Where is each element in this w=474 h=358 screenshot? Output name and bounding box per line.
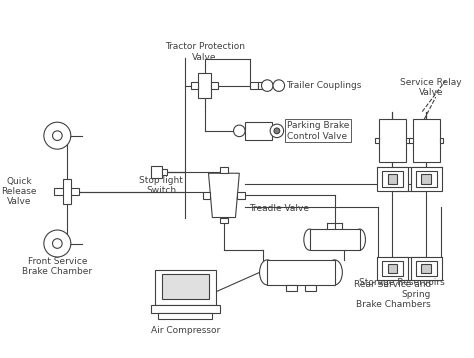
Bar [310,229,360,250]
Bar [409,137,413,143]
Bar [388,264,397,274]
Bar [237,192,245,199]
Bar [55,188,80,195]
Text: Storage Reservoirs: Storage Reservoirs [359,277,445,286]
Bar [375,137,379,143]
Circle shape [270,124,283,137]
Bar [151,166,162,178]
Text: Treadle Valve: Treadle Valve [249,204,309,213]
Bar [413,119,439,162]
Bar [285,285,297,291]
Bar [410,257,441,280]
Bar [250,82,257,90]
Circle shape [53,131,62,140]
Text: Air Compressor: Air Compressor [151,326,220,335]
Bar [245,122,272,140]
Bar [211,82,218,90]
Ellipse shape [354,229,365,250]
Text: Trailer Couplings: Trailer Couplings [286,81,362,90]
Bar [377,168,408,190]
Text: Front Service
Brake Chamber: Front Service Brake Chamber [22,257,92,276]
Bar [379,119,406,162]
Circle shape [262,80,273,91]
Bar [421,264,431,274]
Bar [439,137,444,143]
Text: Rear Service and
Spring
Brake Chambers: Rear Service and Spring Brake Chambers [354,280,431,309]
Bar [416,171,437,187]
Bar [155,271,216,305]
Bar [305,285,316,291]
Bar [377,257,408,280]
Text: Tractor Protection
Valve: Tractor Protection Valve [164,42,245,62]
Circle shape [274,128,280,134]
Bar [63,179,71,204]
Bar [203,192,210,199]
Bar [267,260,335,285]
Ellipse shape [304,229,315,250]
Text: Service Relay
Valve: Service Relay Valve [400,78,462,97]
Text: Parking Brake
Control Valve: Parking Brake Control Valve [286,121,349,141]
Bar [220,218,228,223]
Text: Stop light
Switch: Stop light Switch [139,176,183,195]
Circle shape [44,230,71,257]
Bar [257,82,265,90]
Ellipse shape [260,260,275,285]
Ellipse shape [327,260,342,285]
Bar [410,168,441,190]
Bar [416,261,437,276]
Text: Quick
Release
Valve: Quick Release Valve [1,176,36,207]
Circle shape [44,122,71,149]
Bar [382,171,403,187]
Bar [388,174,397,184]
Bar [162,169,167,175]
Circle shape [273,80,284,91]
Bar [220,168,228,173]
Bar [198,73,211,98]
Circle shape [53,239,62,248]
Bar [162,274,209,299]
Bar [151,305,220,313]
Polygon shape [209,173,239,218]
Bar [421,174,431,184]
Bar [382,261,403,276]
Bar [191,82,198,90]
Bar [158,313,212,319]
Circle shape [234,125,245,137]
Bar [406,137,410,143]
